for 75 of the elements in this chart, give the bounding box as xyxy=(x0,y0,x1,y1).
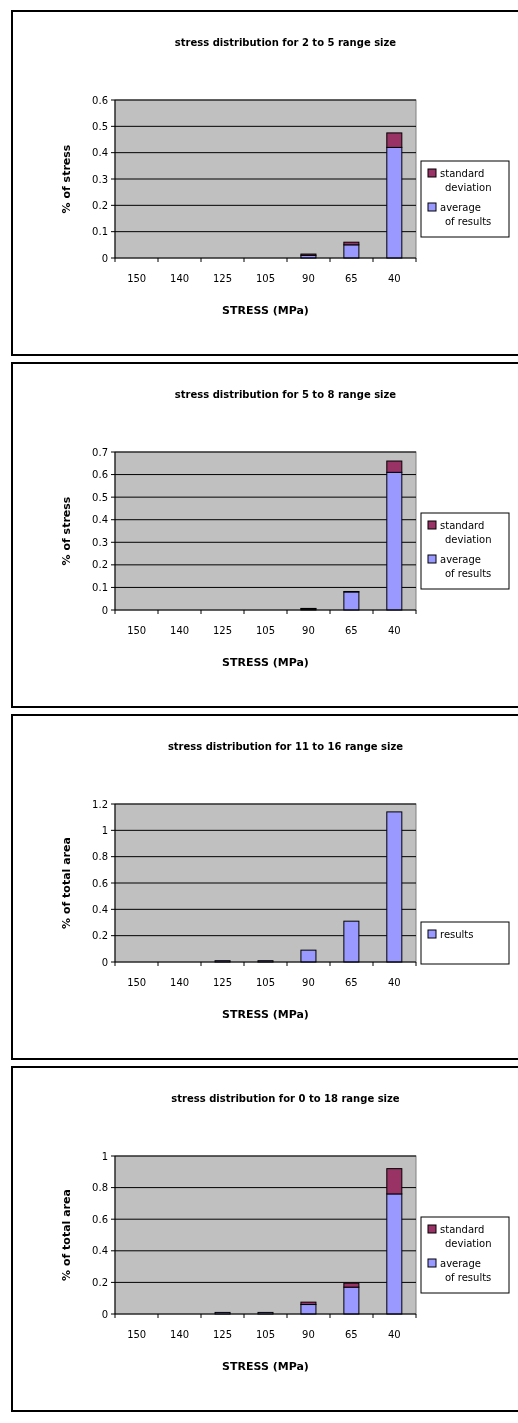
y-tick-label: 0.7 xyxy=(92,446,108,458)
y-tick-label: 0.5 xyxy=(92,491,108,503)
y-tick-label: 1 xyxy=(101,824,108,836)
chart-title: stress distribution for 5 to 8 range size xyxy=(174,389,397,400)
y-tick-label: 0.3 xyxy=(92,536,108,548)
x-tick-label: 90 xyxy=(302,273,315,284)
y-tick-label: 0.2 xyxy=(92,559,108,571)
y-tick-label: 0.8 xyxy=(92,851,108,863)
x-tick-label: 90 xyxy=(302,625,315,636)
legend-label: standard deviation xyxy=(440,1224,492,1249)
x-tick-label: 90 xyxy=(302,977,315,988)
legend-label: results xyxy=(440,929,474,940)
x-tick-label: 150 xyxy=(127,273,147,284)
y-tick-label: 0.6 xyxy=(92,94,108,106)
x-tick-label: 125 xyxy=(213,1329,233,1340)
y-tick-label: 0.8 xyxy=(92,1182,108,1194)
x-tick-label: 65 xyxy=(345,1329,358,1340)
y-tick-label: 0.5 xyxy=(92,120,108,132)
legend-label: standard deviation xyxy=(440,520,492,545)
x-tick-label: 125 xyxy=(213,273,233,284)
x-axis-title: STRESS (MPa) xyxy=(222,1360,309,1373)
x-tick-label: 65 xyxy=(345,977,358,988)
y-axis-title: % of total area xyxy=(60,837,73,929)
y-tick-label: 0 xyxy=(101,604,108,616)
x-tick-label: 105 xyxy=(255,273,276,284)
x-tick-label: 140 xyxy=(170,625,190,636)
y-tick-label: 0.4 xyxy=(92,903,108,915)
x-tick-label: 140 xyxy=(170,1329,190,1340)
y-tick-label: 0.2 xyxy=(92,199,108,211)
x-tick-label: 40 xyxy=(387,1329,401,1340)
y-tick-label: 0.1 xyxy=(92,581,108,593)
x-tick-label: 90 xyxy=(302,1329,315,1340)
x-tick-label: 140 xyxy=(170,977,190,988)
y-tick-label: 1 xyxy=(101,1150,108,1162)
y-tick-label: 0.4 xyxy=(92,1245,108,1257)
x-tick-label: 40 xyxy=(387,977,401,988)
y-tick-label: 0.2 xyxy=(92,930,108,942)
x-tick-label: 140 xyxy=(170,273,190,284)
x-tick-label: 150 xyxy=(127,625,147,636)
x-tick-label: 125 xyxy=(213,977,233,988)
y-tick-label: 0.6 xyxy=(92,877,108,889)
x-tick-label: 105 xyxy=(255,625,276,636)
x-tick-label: 150 xyxy=(127,1329,147,1340)
y-tick-label: 0.2 xyxy=(92,1276,108,1288)
x-tick-label: 40 xyxy=(387,273,401,284)
y-tick-label: 1.2 xyxy=(92,798,108,810)
x-axis-title: STRESS (MPa) xyxy=(222,304,309,317)
chart-title: stress distribution for 0 to 18 range size xyxy=(171,1093,400,1104)
y-tick-label: 0.6 xyxy=(92,469,108,481)
chart-title: stress distribution for 2 to 5 range size xyxy=(174,37,397,48)
y-tick-label: 0.3 xyxy=(92,173,108,185)
y-tick-label: 0.6 xyxy=(92,1213,108,1225)
x-tick-label: 40 xyxy=(387,625,401,636)
legend-label: standard deviation xyxy=(440,168,492,193)
y-axis-title: % of stress xyxy=(60,496,73,566)
legend-label: average of results xyxy=(440,1258,492,1283)
x-tick-label: 65 xyxy=(345,625,358,636)
x-tick-label: 125 xyxy=(213,625,233,636)
y-axis-title: % of stress xyxy=(60,144,73,214)
x-tick-label: 105 xyxy=(255,1329,276,1340)
y-tick-label: 0 xyxy=(101,1308,108,1320)
x-tick-label: 150 xyxy=(127,977,147,988)
y-tick-label: 0 xyxy=(101,252,108,264)
x-tick-label: 65 xyxy=(345,273,358,284)
x-axis-title: STRESS (MPa) xyxy=(222,656,309,669)
y-tick-label: 0.4 xyxy=(92,147,108,159)
y-tick-label: 0.1 xyxy=(92,226,108,238)
y-tick-label: 0.4 xyxy=(92,514,108,526)
y-tick-label: 0 xyxy=(101,956,108,968)
legend-label: average of results xyxy=(440,202,492,227)
x-axis-title: STRESS (MPa) xyxy=(222,1008,309,1021)
x-tick-label: 105 xyxy=(255,977,276,988)
y-axis-title: % of total area xyxy=(60,1189,73,1281)
legend-label: average of results xyxy=(440,554,492,579)
chart-title: stress distribution for 11 to 16 range size xyxy=(167,741,404,752)
